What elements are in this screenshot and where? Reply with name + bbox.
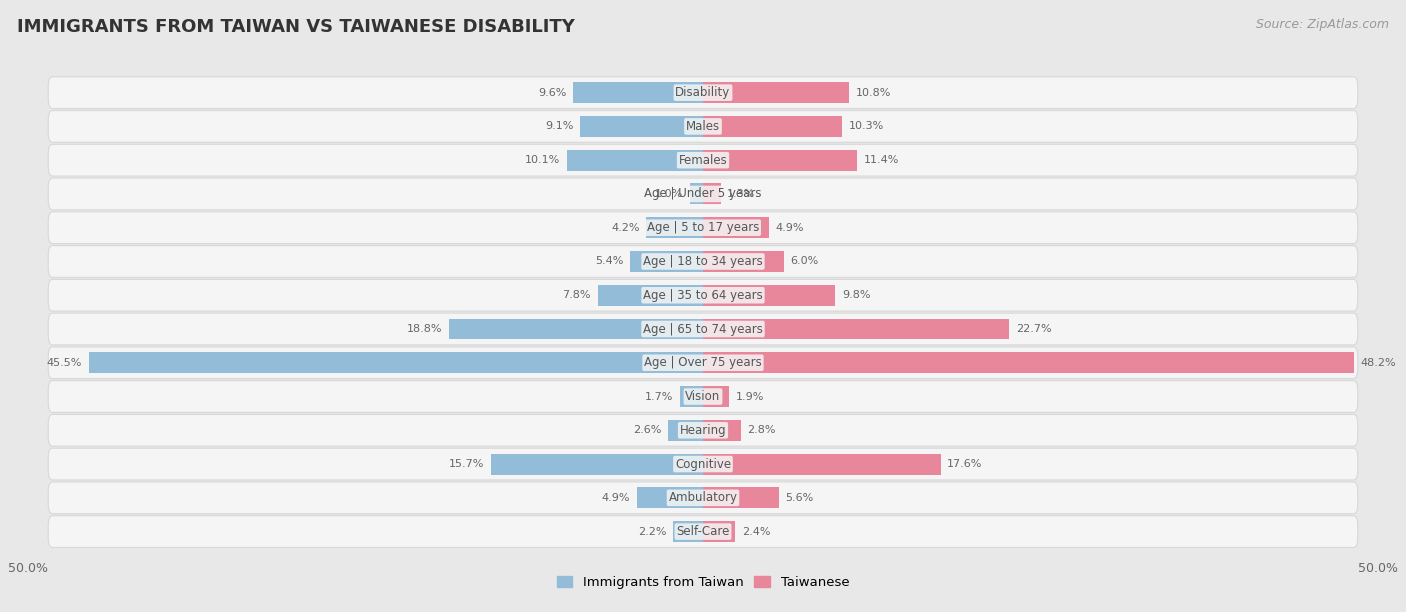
Text: 17.6%: 17.6%	[948, 459, 983, 469]
Bar	[637, 487, 703, 509]
Bar	[703, 453, 941, 474]
Text: 1.9%: 1.9%	[735, 392, 763, 401]
Text: Source: ZipAtlas.com: Source: ZipAtlas.com	[1256, 18, 1389, 31]
Bar	[689, 184, 703, 204]
Text: 45.5%: 45.5%	[46, 358, 82, 368]
Text: 2.2%: 2.2%	[638, 526, 666, 537]
Bar	[703, 521, 735, 542]
Text: 10.1%: 10.1%	[524, 155, 560, 165]
Text: 15.7%: 15.7%	[449, 459, 484, 469]
Text: 2.4%: 2.4%	[742, 526, 770, 537]
FancyBboxPatch shape	[48, 482, 1358, 513]
Text: Age | Under 5 years: Age | Under 5 years	[644, 187, 762, 201]
Text: Age | Over 75 years: Age | Over 75 years	[644, 356, 762, 369]
Text: 9.1%: 9.1%	[546, 121, 574, 132]
Bar	[491, 453, 703, 474]
Bar	[703, 217, 769, 238]
Bar	[450, 318, 703, 340]
FancyBboxPatch shape	[48, 448, 1358, 480]
Bar	[703, 82, 849, 103]
Bar	[574, 82, 703, 103]
FancyBboxPatch shape	[48, 381, 1358, 412]
FancyBboxPatch shape	[48, 212, 1358, 244]
Text: Age | 18 to 34 years: Age | 18 to 34 years	[643, 255, 763, 268]
Bar	[668, 420, 703, 441]
Text: Males: Males	[686, 120, 720, 133]
Text: 2.8%: 2.8%	[748, 425, 776, 435]
Bar	[673, 521, 703, 542]
FancyBboxPatch shape	[48, 76, 1358, 108]
Text: 10.8%: 10.8%	[855, 88, 891, 98]
Text: 5.6%: 5.6%	[786, 493, 814, 503]
Text: 2.6%: 2.6%	[633, 425, 661, 435]
Text: 4.2%: 4.2%	[612, 223, 640, 233]
Bar	[681, 386, 703, 407]
FancyBboxPatch shape	[48, 414, 1358, 446]
Text: 10.3%: 10.3%	[849, 121, 884, 132]
Text: 1.3%: 1.3%	[727, 189, 755, 199]
Bar	[703, 386, 728, 407]
Legend: Immigrants from Taiwan, Taiwanese: Immigrants from Taiwan, Taiwanese	[551, 571, 855, 594]
Bar	[703, 487, 779, 509]
Bar	[703, 285, 835, 306]
Text: 1.0%: 1.0%	[655, 189, 683, 199]
Bar	[567, 150, 703, 171]
Text: Hearing: Hearing	[679, 424, 727, 437]
Text: 4.9%: 4.9%	[776, 223, 804, 233]
Bar	[581, 116, 703, 137]
Text: Females: Females	[679, 154, 727, 166]
Text: Disability: Disability	[675, 86, 731, 99]
Text: 1.7%: 1.7%	[645, 392, 673, 401]
Text: Vision: Vision	[685, 390, 721, 403]
Text: 7.8%: 7.8%	[562, 290, 591, 300]
Text: 9.8%: 9.8%	[842, 290, 870, 300]
Text: 9.6%: 9.6%	[538, 88, 567, 98]
Bar	[703, 318, 1010, 340]
Text: Age | 65 to 74 years: Age | 65 to 74 years	[643, 323, 763, 335]
Text: 5.4%: 5.4%	[595, 256, 623, 266]
FancyBboxPatch shape	[48, 347, 1358, 379]
Bar	[630, 251, 703, 272]
Bar	[703, 251, 785, 272]
FancyBboxPatch shape	[48, 178, 1358, 210]
Text: Self-Care: Self-Care	[676, 525, 730, 538]
Text: 6.0%: 6.0%	[790, 256, 818, 266]
Bar	[703, 353, 1354, 373]
FancyBboxPatch shape	[48, 245, 1358, 277]
Bar	[703, 420, 741, 441]
Bar	[89, 353, 703, 373]
Text: Age | 5 to 17 years: Age | 5 to 17 years	[647, 221, 759, 234]
Text: Age | 35 to 64 years: Age | 35 to 64 years	[643, 289, 763, 302]
FancyBboxPatch shape	[48, 313, 1358, 345]
FancyBboxPatch shape	[48, 279, 1358, 311]
Text: 48.2%: 48.2%	[1361, 358, 1396, 368]
Text: IMMIGRANTS FROM TAIWAN VS TAIWANESE DISABILITY: IMMIGRANTS FROM TAIWAN VS TAIWANESE DISA…	[17, 18, 575, 36]
Text: 4.9%: 4.9%	[602, 493, 630, 503]
Bar	[703, 184, 720, 204]
Bar	[703, 116, 842, 137]
Bar	[598, 285, 703, 306]
Text: 22.7%: 22.7%	[1017, 324, 1052, 334]
FancyBboxPatch shape	[48, 111, 1358, 142]
Text: Ambulatory: Ambulatory	[668, 491, 738, 504]
FancyBboxPatch shape	[48, 144, 1358, 176]
Text: 11.4%: 11.4%	[863, 155, 898, 165]
Bar	[647, 217, 703, 238]
Text: 18.8%: 18.8%	[406, 324, 443, 334]
Bar	[703, 150, 856, 171]
Text: Cognitive: Cognitive	[675, 458, 731, 471]
FancyBboxPatch shape	[48, 516, 1358, 548]
